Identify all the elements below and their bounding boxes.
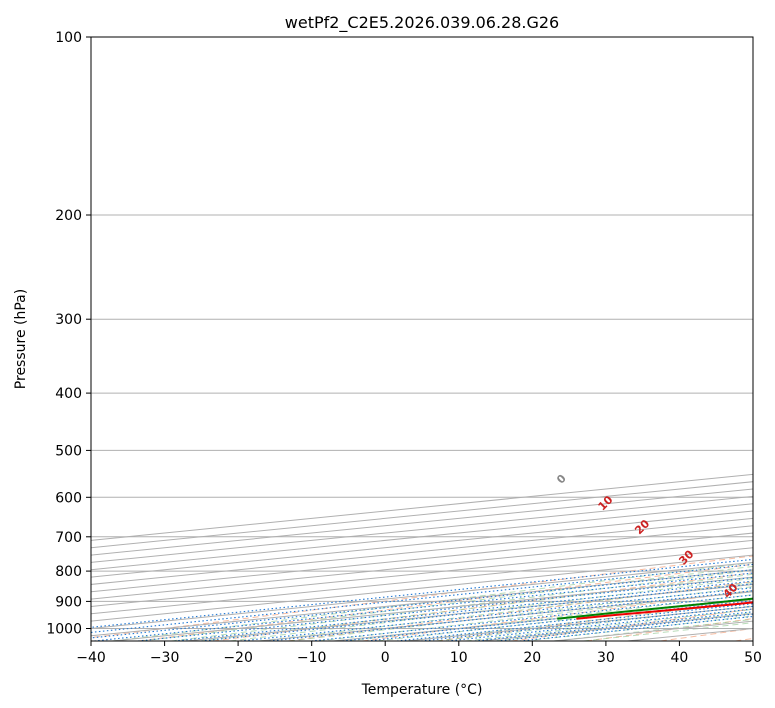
background-lines — [91, 37, 753, 641]
x-tick-label: 10 — [450, 650, 468, 666]
isotherm-line — [91, 510, 753, 578]
y-tick-label: 200 — [55, 208, 82, 224]
mixing-ratio-line — [420, 605, 753, 641]
y-tick-label: 600 — [55, 490, 82, 506]
mixing-ratio-line — [94, 572, 753, 641]
y-tick-label: 700 — [55, 530, 82, 546]
mixing-ratio-line — [474, 611, 753, 641]
mixing-ratio-line — [137, 576, 753, 641]
y-tick-label: 100 — [55, 30, 82, 46]
chart-title: wetPf2_C2E5.2026.039.06.28.G26 — [285, 13, 559, 33]
y-tick-label: 800 — [55, 564, 82, 580]
x-tick-label: 0 — [381, 650, 390, 666]
x-tick-label: 40 — [670, 650, 688, 666]
moist-adiabat-line — [347, 594, 753, 641]
y-tick-label: 900 — [55, 594, 82, 610]
isotherm-line — [91, 495, 753, 563]
x-axis-label: Temperature (°C) — [361, 682, 483, 698]
mixing-ratio-line — [447, 608, 753, 641]
x-tick-label: −20 — [223, 650, 253, 666]
dry-adiabat-line — [91, 555, 753, 639]
y-tick-label: 500 — [55, 443, 82, 459]
isotherm-line — [91, 517, 753, 585]
mixing-ratio-line — [396, 603, 753, 641]
x-tick-label: 30 — [597, 650, 615, 666]
isotherm-line — [91, 481, 753, 549]
moist-adiabat-line — [230, 577, 753, 641]
y-tick-label: 300 — [55, 312, 82, 328]
moist-adiabat-line — [141, 565, 753, 641]
isotherm-line — [91, 473, 753, 541]
y-axis-label: Pressure (hPa) — [13, 289, 29, 389]
x-tick-label: 20 — [523, 650, 541, 666]
x-tick-label: −40 — [76, 650, 106, 666]
isotherm-line — [91, 488, 753, 556]
isotherm-line — [91, 503, 753, 571]
x-tick-label: −10 — [297, 650, 327, 666]
mixing-ratio-line — [91, 569, 753, 639]
y-tick-label: 1000 — [46, 622, 82, 638]
y-tick-label: 400 — [55, 386, 82, 402]
x-tick-label: −30 — [150, 650, 180, 666]
axes: −40 −30 −20 −10 0 10 20 30 40 50 100 200 300 400 500 60… — [46, 30, 762, 666]
plot-frame — [90, 36, 754, 642]
isotherm-line — [91, 532, 753, 600]
isotherm-line — [91, 525, 753, 593]
plot-background — [91, 37, 753, 641]
dry-adiabat-line — [287, 581, 753, 641]
x-tick-label: 50 — [744, 650, 762, 666]
